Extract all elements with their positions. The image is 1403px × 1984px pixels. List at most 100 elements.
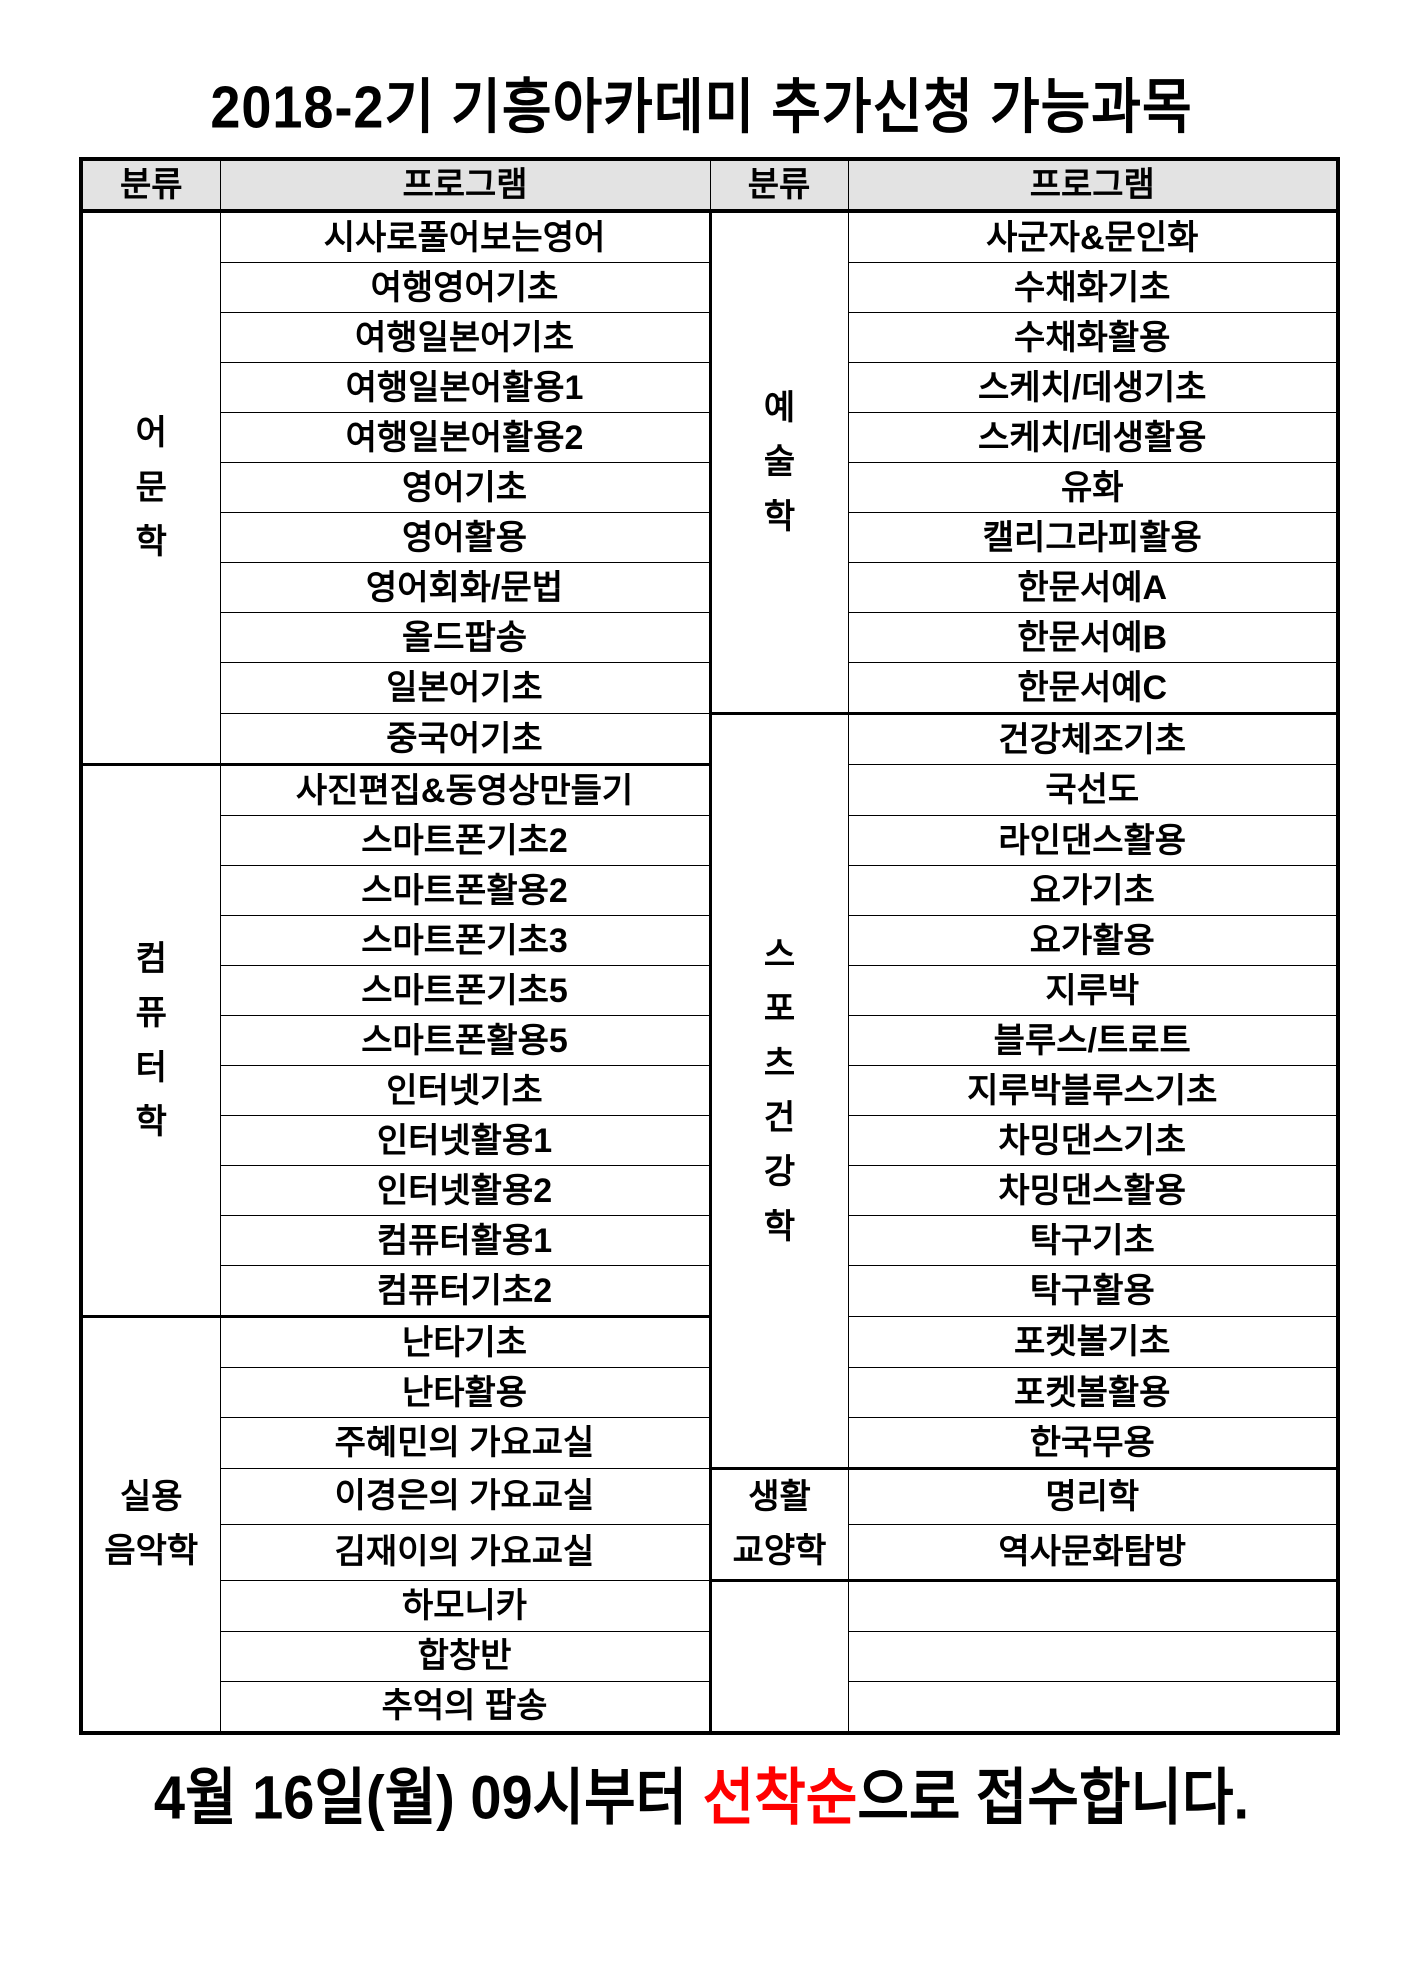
table-row: 컴퓨터활용1 탁구기초 bbox=[81, 1215, 1339, 1266]
program-cell: 주혜민의 가요교실 bbox=[219, 1417, 712, 1469]
program-cell: 하모니카 bbox=[219, 1579, 712, 1632]
table-row: 합창반 bbox=[81, 1630, 1339, 1682]
category-label: 술 bbox=[763, 443, 796, 482]
category-label: 학 bbox=[763, 497, 796, 536]
category-label: 강 bbox=[763, 1153, 796, 1192]
program-cell bbox=[847, 1680, 1339, 1734]
program-cell: 여행일본어기초 bbox=[219, 312, 712, 363]
program-cell: 중국어기초 bbox=[219, 713, 712, 765]
program-cell: 한국무용 bbox=[847, 1417, 1339, 1469]
category-label: 문 bbox=[135, 468, 167, 507]
table-row: 여행영어기초 수채화기초 bbox=[81, 262, 1339, 313]
program-cell: 탁구활용 bbox=[847, 1265, 1339, 1317]
table-row: 하모니카 bbox=[81, 1578, 1339, 1734]
program-cell: 김재이의 가요교실 bbox=[219, 1523, 712, 1581]
table-row: 추억의 팝송 bbox=[81, 1680, 1339, 1734]
program-cell: 합창반 bbox=[219, 1630, 712, 1682]
program-cell: 포켓볼기초 bbox=[847, 1316, 1339, 1368]
footer-text-after: 으로 접수합니다. bbox=[857, 1762, 1250, 1832]
table-row: 주혜민의 가요교실 한국무용 bbox=[81, 1417, 1339, 1469]
program-cell: 스마트폰활용2 bbox=[219, 865, 712, 916]
category-label: 학 bbox=[135, 523, 167, 562]
table-row: 여행일본어활용2 스케치/데생활용 bbox=[81, 412, 1339, 463]
category-cell bbox=[709, 1578, 849, 1734]
table-row: 스마트폰기초5 지루박 bbox=[81, 965, 1339, 1016]
program-cell: 시사로풀어보는영어 bbox=[219, 209, 712, 263]
table-row: 중국어기초 스 포 츠 건 강 학 건강체조기초 bbox=[81, 712, 1339, 1469]
footer-text-before: 4월 16일(월) 09시부터 bbox=[153, 1762, 703, 1832]
table-row: 스마트폰활용5 블루스/트로트 bbox=[81, 1015, 1339, 1066]
category-label: 어 bbox=[135, 414, 167, 453]
program-cell: 역사문화탐방 bbox=[847, 1523, 1339, 1581]
table-row: 인터넷활용1 차밍댄스기초 bbox=[81, 1115, 1339, 1166]
program-cell: 난타활용 bbox=[219, 1367, 712, 1418]
program-cell: 스마트폰기초3 bbox=[219, 915, 712, 966]
program-cell: 난타기초 bbox=[219, 1315, 712, 1368]
program-cell: 일본어기초 bbox=[219, 662, 712, 714]
program-cell: 컴퓨터활용1 bbox=[219, 1215, 712, 1266]
table-row: 컴퓨터기초2 탁구활용 bbox=[81, 1265, 1339, 1317]
page-title: 2018-2기 기흥아카데미 추가신청 가능과목 bbox=[210, 74, 1193, 141]
program-cell: 국선도 bbox=[847, 764, 1339, 816]
program-cell: 사군자&문인화 bbox=[847, 209, 1339, 263]
table-header-row: 분류 프로그램 분류 프로그램 bbox=[80, 158, 1339, 213]
program-cell: 한문서예B bbox=[847, 612, 1339, 663]
program-cell: 스마트폰활용5 bbox=[219, 1015, 712, 1066]
program-cell: 스케치/데생기초 bbox=[847, 362, 1339, 413]
table-row: 이경은의 가요교실 생활 교양학 명리학 bbox=[81, 1467, 1339, 1581]
program-cell: 올드팝송 bbox=[219, 612, 712, 663]
category-label: 건 bbox=[763, 1099, 796, 1137]
program-cell: 영어회화/문법 bbox=[219, 562, 712, 613]
program-cell: 여행일본어활용2 bbox=[219, 412, 712, 463]
program-cell: 인터넷활용2 bbox=[219, 1165, 712, 1216]
program-cell: 블루스/트로트 bbox=[847, 1015, 1339, 1066]
program-cell: 추억의 팝송 bbox=[219, 1680, 712, 1734]
program-cell: 탁구기초 bbox=[847, 1215, 1339, 1266]
table-row: 일본어기초 한문서예C bbox=[81, 662, 1339, 714]
course-table: 분류 프로그램 분류 프로그램 어 문 학 시사로풀어보는영어 예 술 학 사군자&문인화 여행… bbox=[79, 157, 1340, 1735]
program-cell: 수채화기초 bbox=[847, 262, 1339, 313]
table-row: 인터넷기초 지루박블루스기초 bbox=[81, 1065, 1339, 1116]
category-label: 포 bbox=[763, 990, 796, 1029]
program-cell bbox=[847, 1578, 1339, 1632]
table-row: 스마트폰기초2 라인댄스활용 bbox=[81, 815, 1339, 866]
program-cell: 여행일본어활용1 bbox=[219, 362, 712, 413]
program-cell: 사진편집&동영상만들기 bbox=[219, 763, 712, 816]
footer-notice: 4월 16일(월) 09시부터 선착순으로 접수합니다. bbox=[0, 1748, 1403, 1837]
program-cell: 포켓볼활용 bbox=[847, 1367, 1339, 1418]
header-category-right: 분류 bbox=[709, 158, 849, 213]
table-row: 어 문 학 시사로풀어보는영어 예 술 학 사군자&문인화 bbox=[80, 209, 1339, 765]
program-cell: 컴퓨터기초2 bbox=[219, 1265, 712, 1317]
program-cell: 영어기초 bbox=[219, 462, 712, 513]
category-label: 예 bbox=[763, 388, 796, 427]
category-label: 츠 bbox=[763, 1044, 796, 1083]
program-cell: 라인댄스활용 bbox=[847, 815, 1339, 866]
category-label: 학 bbox=[763, 1207, 796, 1246]
category-cell: 실용 음악학 bbox=[80, 1314, 221, 1734]
program-cell: 명리학 bbox=[847, 1467, 1339, 1525]
category-label: 교양학 bbox=[732, 1532, 827, 1571]
table-row: 여행일본어활용1 스케치/데생기초 bbox=[81, 362, 1339, 413]
table-row: 영어활용 캘리그라피활용 bbox=[81, 512, 1339, 563]
program-cell: 영어활용 bbox=[219, 512, 712, 563]
table-row: 스마트폰기초3 요가활용 bbox=[81, 915, 1339, 966]
table-row: 인터넷활용2 차밍댄스활용 bbox=[81, 1165, 1339, 1216]
program-cell: 수채화활용 bbox=[847, 312, 1339, 363]
program-cell: 유화 bbox=[847, 462, 1339, 513]
program-cell: 인터넷활용1 bbox=[219, 1115, 712, 1166]
table-row: 실용 음악학 난타기초 포켓볼기초 bbox=[80, 1314, 1339, 1734]
category-label: 컴 bbox=[135, 939, 167, 978]
program-cell: 요가활용 bbox=[847, 915, 1339, 966]
program-cell: 인터넷기초 bbox=[219, 1065, 712, 1116]
table-row: 김재이의 가요교실 역사문화탐방 bbox=[81, 1523, 1339, 1581]
program-cell: 캘리그라피활용 bbox=[847, 512, 1339, 563]
table-row: 올드팝송 한문서예B bbox=[81, 612, 1339, 663]
category-label: 퓨 bbox=[135, 994, 167, 1033]
table-row: 난타활용 포켓볼활용 bbox=[81, 1367, 1339, 1418]
program-cell: 이경은의 가요교실 bbox=[219, 1468, 712, 1525]
program-cell: 지루박블루스기초 bbox=[847, 1065, 1339, 1116]
